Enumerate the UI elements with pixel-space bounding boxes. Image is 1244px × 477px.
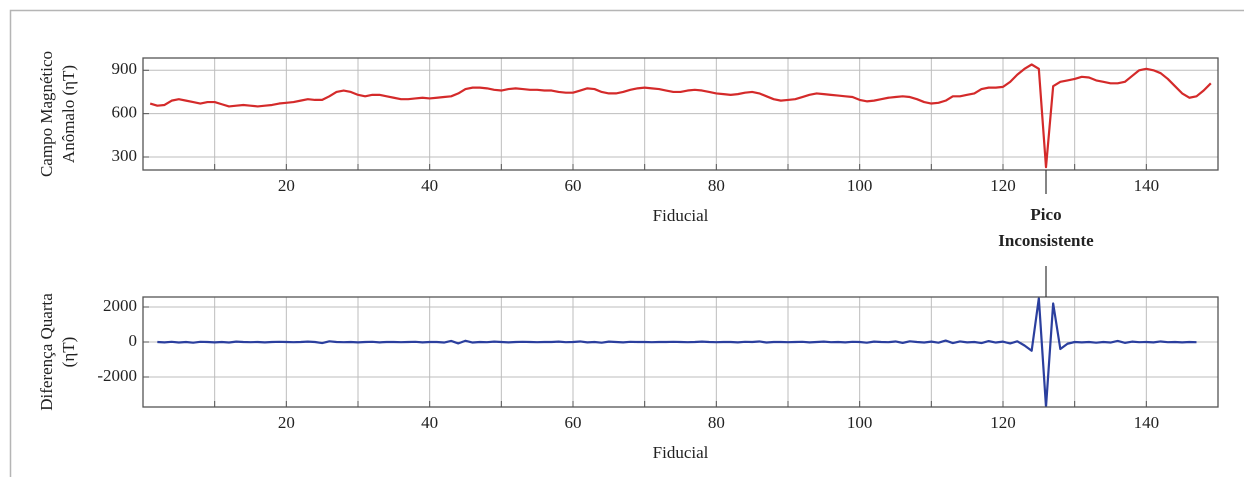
- plot-area: [157, 297, 1197, 407]
- annotation-text: Pico: [1030, 205, 1061, 224]
- annotation-text: Inconsistente: [998, 231, 1094, 250]
- y-tick-label: 0: [129, 331, 138, 350]
- x-tick-label: 100: [847, 176, 873, 195]
- x-tick-label: 40: [421, 413, 438, 432]
- y-axis-label: Diferença Quarta: [37, 293, 56, 411]
- outer-border: [9, 9, 1244, 477]
- x-tick-label: 20: [278, 413, 295, 432]
- panel: 300 600 900 20 40 60 80 100 120 140 Fiducial Campo …: [37, 51, 1219, 225]
- x-tick-label: 60: [565, 413, 582, 432]
- x-axis-label: Fiducial: [653, 206, 709, 225]
- x-tick-label: 140: [1134, 176, 1160, 195]
- y-tick-label: 600: [112, 103, 138, 122]
- plot-frame: [142, 296, 1219, 408]
- plot-frame: [142, 57, 1219, 171]
- x-tick-label: 80: [708, 176, 725, 195]
- y-axis-label: Anômalo (ηT): [59, 65, 78, 163]
- x-tick-label: 120: [990, 176, 1016, 195]
- y-axis-label: (ηT): [59, 337, 78, 368]
- y-tick-label: 900: [112, 59, 138, 78]
- x-axis-label: Fiducial: [653, 443, 709, 462]
- x-tick-label: 80: [708, 413, 725, 432]
- y-axis-label: Campo Magnético: [37, 51, 56, 177]
- x-tick-label: 40: [421, 176, 438, 195]
- data-line: [157, 297, 1197, 407]
- plot-area: [149, 63, 1212, 169]
- y-tick-label: -2000: [97, 366, 137, 385]
- y-tick-label: 300: [112, 146, 138, 165]
- x-tick-label: 140: [1134, 413, 1160, 432]
- x-tick-label: 100: [847, 413, 873, 432]
- x-tick-label: 120: [990, 413, 1016, 432]
- y-tick-label: 2000: [103, 296, 137, 315]
- data-line: [149, 63, 1212, 169]
- panel: 2000 0 -2000 20 40 60 80 100 120 140 Fiducial Difer…: [37, 293, 1219, 462]
- x-tick-label: 20: [278, 176, 295, 195]
- x-tick-label: 60: [565, 176, 582, 195]
